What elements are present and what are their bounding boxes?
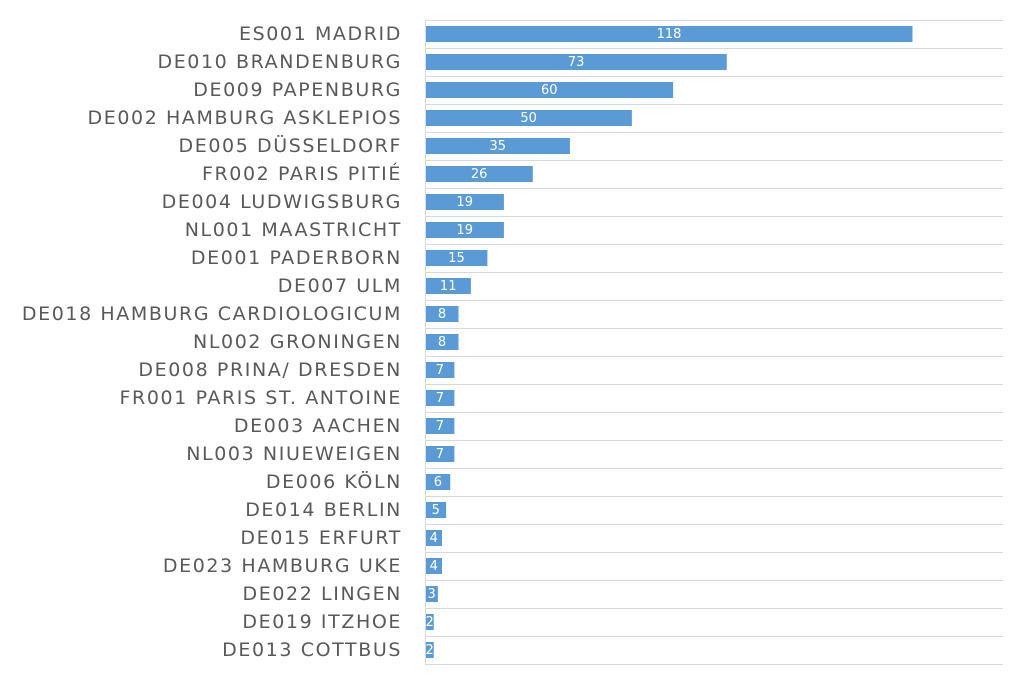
category-label: DE013 COTTBUS	[222, 639, 402, 661]
category-label: DE010 BRANDENBURG	[157, 51, 402, 73]
value-label: 118	[657, 27, 682, 42]
category-label: DE002 HAMBURG ASKLEPIOS	[87, 107, 402, 129]
bar	[425, 278, 471, 294]
bar	[425, 138, 570, 154]
category-label: DE023 HAMBURG UKE	[163, 555, 402, 577]
bar	[425, 446, 455, 462]
value-label: 4	[430, 559, 438, 574]
bar	[425, 614, 434, 630]
category-labels: ES001 MADRID DE010 BRANDENBURG DE009 PAPEN…	[22, 23, 402, 661]
value-label: 3	[428, 587, 436, 602]
bar	[425, 222, 504, 238]
value-label: 6	[434, 475, 442, 490]
category-label: DE006 KÖLN	[266, 470, 402, 493]
value-label: 19	[456, 223, 473, 238]
category-label: DE008 PRINA/ DRESDEN	[138, 359, 402, 381]
bar	[425, 194, 504, 210]
category-label: DE001 PADERBORN	[191, 247, 402, 269]
bar	[425, 250, 488, 266]
value-label: 8	[438, 307, 446, 322]
value-label: 2	[425, 643, 433, 658]
category-label: DE018 HAMBURG CARDIOLOGICUM	[22, 303, 402, 325]
bar	[425, 418, 455, 434]
value-label: 7	[436, 391, 444, 406]
category-label: NL002 GRONINGEN	[193, 331, 402, 353]
bar	[425, 306, 459, 322]
bar	[425, 334, 459, 350]
category-label: DE015 ERFURT	[240, 527, 402, 549]
bar	[425, 502, 447, 518]
value-label: 35	[489, 139, 506, 154]
bar	[425, 166, 533, 182]
category-label: FR001 PARIS ST. ANTOINE	[120, 387, 402, 409]
value-label: 7	[436, 419, 444, 434]
bars	[425, 26, 913, 658]
bar	[425, 390, 455, 406]
bar	[425, 530, 443, 546]
gridlines	[425, 20, 1003, 665]
category-label: NL003 NIUEWEIGEN	[186, 443, 402, 465]
bar	[425, 642, 434, 658]
category-label: DE004 LUDWIGSBURG	[162, 191, 402, 213]
value-label: 26	[471, 167, 488, 182]
bar	[425, 54, 727, 70]
category-label: NL001 MAASTRICHT	[185, 219, 402, 241]
bar	[425, 558, 443, 574]
category-label: DE005 DÜSSELDORF	[178, 134, 402, 157]
bar	[425, 586, 438, 602]
category-label: DE003 AACHEN	[234, 415, 402, 437]
value-label: 7	[436, 447, 444, 462]
value-label: 7	[436, 363, 444, 378]
category-label: ES001 MADRID	[239, 23, 402, 45]
value-label: 19	[456, 195, 473, 210]
category-label: DE007 ULM	[278, 275, 402, 297]
value-label: 8	[438, 335, 446, 350]
value-label: 4	[430, 531, 438, 546]
value-label: 73	[568, 55, 585, 70]
bar	[425, 26, 913, 42]
value-label: 50	[520, 111, 537, 126]
category-label: DE019 ITZHOE	[242, 611, 402, 633]
value-label: 2	[425, 615, 433, 630]
category-label: DE022 LINGEN	[243, 583, 402, 605]
bar	[425, 82, 674, 98]
value-label: 5	[432, 503, 440, 518]
bar	[425, 474, 451, 490]
value-label: 11	[440, 279, 457, 294]
category-label: FR002 PARIS PITIÉ	[202, 162, 402, 185]
category-label: DE009 PAPENBURG	[193, 79, 402, 101]
bar	[425, 110, 632, 126]
value-label: 60	[541, 83, 558, 98]
bar	[425, 362, 455, 378]
category-label: DE014 BERLIN	[245, 499, 402, 521]
value-label: 15	[448, 251, 465, 266]
